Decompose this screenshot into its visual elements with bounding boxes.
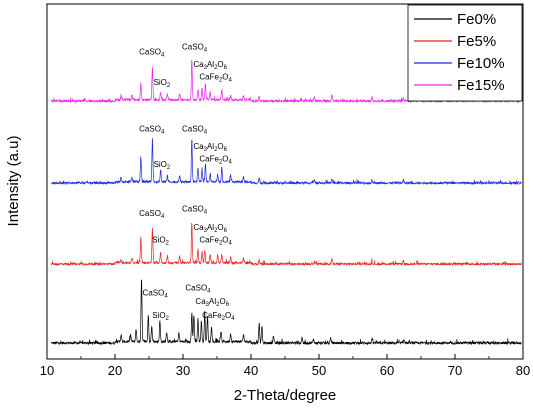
- peak-annotation: SiO2: [152, 311, 169, 322]
- peak-annotation: CaSO4: [182, 205, 208, 216]
- x-axis-tick-labels: 10 20 30 40 50 60 70 80: [40, 363, 530, 378]
- peak-annotation: CaFe2O4: [199, 154, 232, 165]
- annotations-layer: CaSO4SiO2CaSO4Ca3Al2O6CaFe2O4CaSO4SiO2Ca…: [139, 43, 235, 322]
- x-tick-label: 80: [516, 363, 530, 378]
- peak-annotation: CaFe2O4: [199, 235, 232, 246]
- x-tick-label: 20: [108, 363, 122, 378]
- peak-annotation: CaFe2O4: [199, 72, 232, 83]
- peak-annotation: SiO2: [154, 160, 171, 171]
- legend: Fe0% Fe5% Fe10% Fe15%: [407, 4, 523, 102]
- x-tick-label: 10: [40, 363, 54, 378]
- x-tick-label: 40: [244, 363, 258, 378]
- series-line-Fe5%: [50, 223, 522, 267]
- x-tick-label: 70: [448, 363, 462, 378]
- traces-layer: [50, 60, 522, 346]
- legend-label: Fe0%: [457, 11, 496, 28]
- peak-annotation: CaSO4: [143, 288, 169, 299]
- peak-annotation: CaSO4: [139, 125, 165, 136]
- peak-annotation: SiO2: [154, 78, 171, 89]
- y-axis-title: Intensity (a.u): [5, 136, 22, 227]
- x-tick-label: 50: [312, 363, 326, 378]
- peak-annotation: CaFe2O4: [202, 311, 235, 322]
- peak-annotation: CaSO4: [182, 125, 208, 136]
- peak-annotation: CaSO4: [182, 43, 208, 54]
- x-axis-title: 2-Theta/degree: [234, 387, 337, 404]
- legend-label: Fe15%: [457, 77, 505, 94]
- series-line-Fe10%: [50, 138, 522, 186]
- peak-annotation: Ca3Al2O6: [193, 223, 227, 234]
- peak-annotation: Ca3Al2O6: [193, 142, 227, 153]
- peak-annotation: CaSO4: [185, 284, 211, 295]
- series-line-Fe0%: [50, 279, 522, 346]
- peak-annotation: Ca3Al2O6: [193, 60, 227, 71]
- x-tick-label: 60: [380, 363, 394, 378]
- legend-label: Fe5%: [457, 33, 496, 50]
- x-axis-ticks: [46, 354, 524, 359]
- peak-annotation: CaSO4: [139, 209, 165, 220]
- peak-annotation: Ca3Al2O6: [195, 297, 229, 308]
- legend-label: Fe10%: [457, 55, 505, 72]
- peak-annotation: CaSO4: [139, 47, 165, 58]
- peak-annotation: SiO2: [152, 235, 169, 246]
- x-tick-label: 30: [176, 363, 190, 378]
